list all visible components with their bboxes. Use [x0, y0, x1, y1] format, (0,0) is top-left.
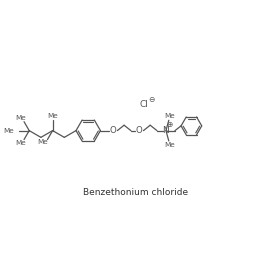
Text: Me: Me — [15, 140, 26, 146]
Text: Cl: Cl — [140, 100, 149, 109]
Text: Me: Me — [47, 113, 58, 119]
Text: Me: Me — [15, 115, 26, 121]
Text: Me: Me — [37, 139, 48, 145]
Text: Benzethonium chloride: Benzethonium chloride — [83, 188, 188, 197]
Text: Me: Me — [3, 128, 14, 134]
Text: Me: Me — [164, 142, 175, 148]
Text: O: O — [136, 126, 142, 135]
Text: ⊕: ⊕ — [167, 120, 173, 129]
Text: Me: Me — [164, 113, 175, 119]
Text: O: O — [110, 126, 116, 135]
Text: N: N — [162, 126, 169, 135]
Text: ⊖: ⊖ — [148, 95, 154, 104]
